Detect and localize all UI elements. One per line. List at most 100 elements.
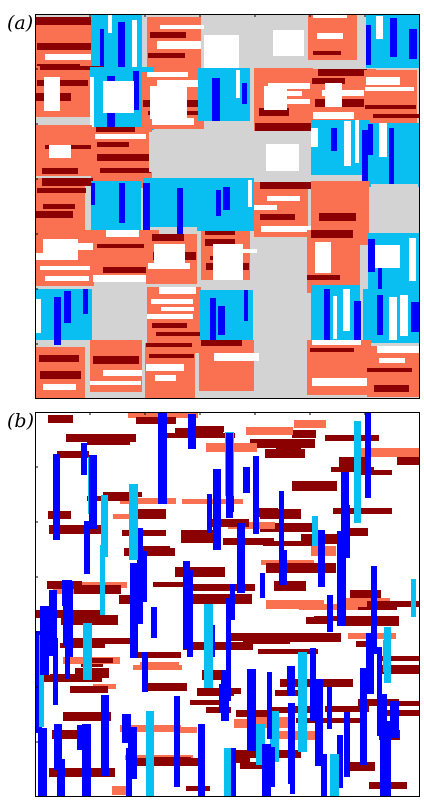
darkred-bar [258, 649, 318, 654]
lightblue-bar [100, 545, 105, 615]
white-hole [49, 145, 71, 158]
blue-bar [38, 728, 47, 797]
darkred-bar [148, 53, 185, 58]
blue-bar [188, 414, 196, 449]
darkred-bar [367, 368, 412, 372]
lightblue-bar [384, 627, 391, 683]
darkred-bar [342, 605, 397, 610]
blue-bar [77, 725, 84, 750]
blue-bar [409, 29, 417, 59]
lightblue-block [91, 181, 141, 233]
blue-bar [158, 413, 167, 504]
lightblue-bar [256, 724, 265, 765]
lightblue-bar [312, 516, 318, 546]
darkred-bar [292, 481, 337, 491]
darkred-bar [350, 590, 381, 599]
blue-bar [82, 724, 91, 797]
salmon-bar [261, 560, 314, 565]
lightblue-bar [224, 748, 231, 797]
darkred-bar [42, 178, 93, 186]
salmon-block [199, 340, 254, 391]
darkred-bar [144, 683, 187, 691]
darkred-bar [382, 665, 420, 674]
darkred-bar [206, 707, 231, 713]
white-gap [409, 238, 416, 281]
blue-bar [321, 754, 327, 797]
darkred-bar [74, 585, 121, 594]
panel-a-pattern [35, 14, 420, 399]
blue-bar [119, 183, 125, 223]
blue-bar [247, 669, 256, 751]
lightblue-bar [411, 579, 416, 617]
white-gap [147, 314, 193, 319]
blue-bar [54, 724, 62, 770]
darkred-bar [307, 275, 340, 280]
darkred-bar [87, 496, 134, 501]
blue-bar [327, 595, 333, 632]
darkred-bar [274, 581, 306, 591]
darkred-bar [103, 492, 142, 497]
blue-bar [118, 22, 125, 76]
white-gap [313, 112, 354, 119]
blue-bar [362, 130, 370, 184]
white-gap [379, 358, 405, 363]
darkred-bar [310, 348, 354, 352]
darkred-bar [42, 168, 78, 174]
blue-bar [279, 550, 287, 585]
white-gap [376, 16, 383, 39]
blue-bar [62, 580, 67, 606]
white-gap [236, 70, 240, 98]
blue-bar [226, 598, 231, 701]
blue-bar [53, 454, 60, 540]
darkred-bar [122, 530, 166, 536]
white-gap [366, 77, 400, 85]
white-gap [157, 80, 218, 87]
blue-bar [126, 748, 132, 797]
blue-bar [142, 652, 148, 692]
blue-bar [366, 25, 371, 65]
white-gap [379, 123, 387, 157]
darkred-bar [378, 656, 420, 661]
blue-bar [40, 606, 49, 675]
white-gap [365, 87, 414, 91]
blue-bar [243, 467, 250, 493]
darkred-bar [57, 451, 89, 458]
white-hole [103, 81, 134, 113]
darkred-bar [97, 142, 129, 147]
white-hole [204, 35, 239, 71]
blue-bar [337, 735, 343, 788]
lightblue-bar [330, 754, 339, 797]
darkred-bar [153, 582, 190, 587]
blue-bar [218, 306, 225, 335]
blue-bar [223, 187, 230, 210]
blue-bar [368, 124, 373, 155]
darkred-bar [311, 230, 353, 238]
darkred-bar [205, 231, 235, 235]
darkred-bar [318, 69, 367, 76]
darkred-bar [314, 616, 383, 621]
darkred-bar [374, 385, 409, 392]
salmon-bar [246, 427, 293, 435]
darkred-bar [223, 538, 274, 545]
darkred-bar [331, 467, 374, 472]
blue-bar [57, 759, 65, 797]
blue-bar [49, 590, 57, 656]
darkred-bar [205, 239, 235, 246]
lightblue-bar [298, 652, 307, 752]
lightblue-bar [270, 711, 279, 762]
white-gap [312, 340, 361, 345]
blue-bar [331, 128, 337, 151]
blue-bar [53, 638, 58, 705]
blue-bar [231, 748, 236, 797]
darkred-bar [100, 168, 151, 173]
darkred-bar [133, 652, 181, 658]
lightblue-block [311, 120, 369, 175]
blue-bar [230, 584, 235, 620]
darkred-bar [333, 508, 392, 514]
white-hole [44, 77, 60, 111]
darkred-bar [259, 108, 289, 116]
lightblue-block [143, 178, 204, 227]
white-gap [90, 77, 94, 130]
white-hole [150, 86, 187, 119]
blue-bar [216, 190, 221, 216]
